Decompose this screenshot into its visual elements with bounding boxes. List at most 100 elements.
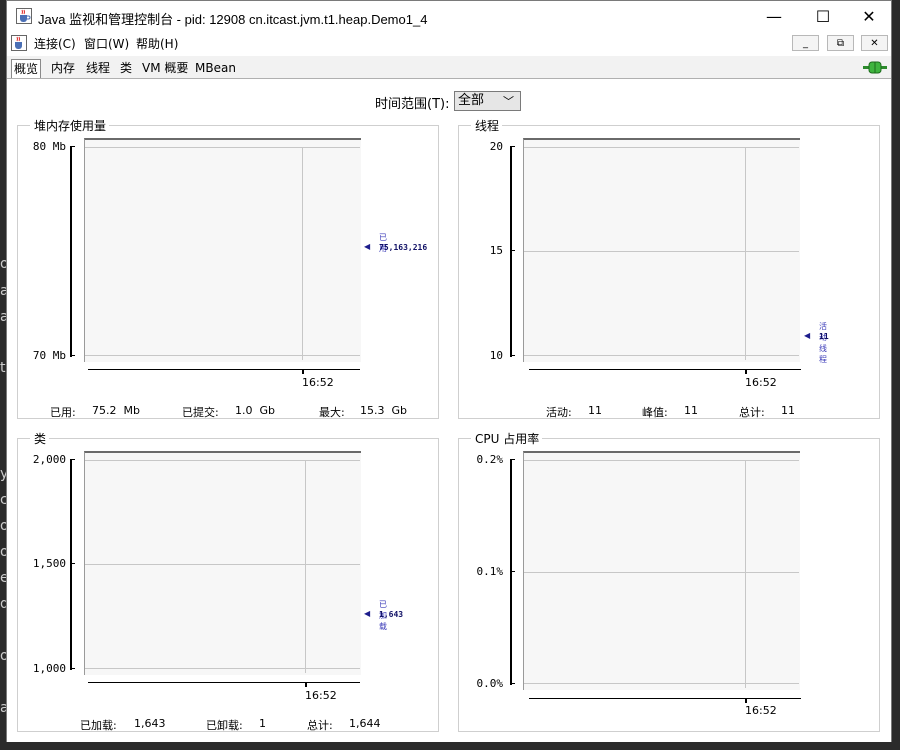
footer-value: 1: [259, 717, 266, 730]
y-tick-label: 10: [489, 349, 503, 362]
heap-memory-panel: 堆内存使用量 80 Mb 70 Mb 16:52 ◀ 已用 75,163,216…: [17, 117, 439, 419]
gridline: [85, 460, 360, 461]
tab-vm-summary[interactable]: VM 概要: [142, 61, 189, 75]
x-axis: [529, 369, 801, 370]
gridline: [85, 147, 360, 148]
menu-connection[interactable]: 连接(C): [34, 37, 76, 51]
inner-restore-button[interactable]: ⧉: [827, 35, 854, 51]
x-tick: [302, 369, 304, 374]
close-icon: ✕: [870, 37, 879, 49]
footer-label: 已卸载:: [206, 719, 243, 732]
inner-minimize-button[interactable]: _: [792, 35, 819, 51]
legend-value: 11: [819, 332, 829, 341]
bg-letter: y: [0, 466, 9, 482]
y-axis: [70, 146, 72, 357]
x-tick-label: 16:52: [745, 704, 777, 717]
x-axis: [529, 698, 801, 699]
y-tick-label: 20: [489, 140, 503, 153]
series-marker-icon: ◀: [364, 242, 371, 251]
gridline: [85, 355, 360, 356]
footer-label: 总计:: [739, 406, 765, 419]
window-title: Java 监视和管理控制台 - pid: 12908 cn.itcast.jvm…: [38, 12, 428, 27]
panel-title: 堆内存使用量: [30, 117, 110, 134]
x-tick-label: 16:52: [302, 376, 334, 389]
gridline: [302, 147, 303, 360]
footer-label: 已用:: [50, 406, 76, 419]
y-axis: [70, 459, 72, 670]
legend-name: 活动线程: [819, 322, 827, 364]
tab-bar: 概览 内存 线程 类 VM 概要 MBean: [7, 56, 891, 79]
y-tick-label: 0.0%: [476, 677, 504, 690]
footer-value: 11: [781, 404, 795, 417]
footer-value: 1.0 Gb: [235, 404, 275, 417]
series-marker-icon: ◀: [804, 331, 811, 340]
bg-letter: a: [0, 700, 9, 716]
bg-letter: a: [0, 309, 9, 325]
title-bar[interactable]: Java 监视和管理控制台 - pid: 12908 cn.itcast.jvm…: [7, 1, 891, 32]
maximize-button[interactable]: ☐: [800, 1, 846, 32]
panel-title: CPU 占用率: [471, 430, 543, 447]
gridline: [524, 683, 799, 684]
panel-title: 线程: [471, 117, 503, 134]
y-tick-label: 2,000: [32, 453, 66, 466]
overview-content: 时间范围(T): 全部 ﹀ 堆内存使用量 80 Mb 70 Mb 16:52 ◀: [7, 79, 891, 742]
y-tick: [510, 250, 515, 251]
y-tick: [70, 146, 75, 147]
bg-letter: d: [0, 596, 9, 612]
tab-overview[interactable]: 概览: [11, 59, 42, 78]
classes-panel: 类 2,000 1,500 1,000 16:52 ◀ 已加载 1,643: [17, 430, 439, 732]
java-cup-icon[interactable]: [11, 35, 27, 51]
time-range-select[interactable]: 全部 ﹀: [454, 91, 521, 111]
footer-value: 11: [684, 404, 698, 417]
y-axis: [510, 459, 512, 685]
x-tick: [745, 369, 747, 374]
y-tick: [70, 459, 75, 460]
x-tick-label: 16:52: [305, 689, 337, 702]
bg-letter: o: [0, 648, 9, 664]
gridline: [745, 460, 746, 688]
tab-memory[interactable]: 内存: [51, 61, 76, 75]
bg-letter: o: [0, 518, 9, 534]
connection-status-icon: [863, 61, 887, 74]
gridline: [524, 460, 799, 461]
menu-help[interactable]: 帮助(H): [136, 37, 179, 51]
time-range-value: 全部: [458, 93, 485, 108]
footer-label: 峰值:: [642, 406, 668, 419]
inner-close-button[interactable]: ✕: [861, 35, 888, 51]
y-tick-label: 1,000: [32, 662, 66, 675]
y-tick-label: 0.2%: [476, 453, 504, 466]
close-button[interactable]: ✕: [846, 1, 892, 32]
gridline: [305, 460, 306, 673]
x-tick-label: 16:52: [745, 376, 777, 389]
menu-window[interactable]: 窗口(W): [84, 37, 130, 51]
plot-area: [523, 138, 800, 362]
x-axis: [88, 369, 360, 370]
x-tick: [745, 698, 747, 703]
restore-icon: ⧉: [836, 37, 845, 49]
y-tick: [510, 355, 515, 356]
minimize-icon: _: [803, 37, 808, 49]
cpu-usage-panel: CPU 占用率 0.2% 0.1% 0.0% 16:52: [458, 430, 880, 732]
footer-label: 已提交:: [182, 406, 219, 419]
maximize-icon: ☐: [815, 7, 831, 26]
tab-mbean[interactable]: MBean: [195, 61, 236, 75]
footer-value: 1,644: [349, 717, 381, 730]
y-tick: [510, 571, 515, 572]
bg-letter: o: [0, 256, 9, 272]
series-marker-icon: ◀: [364, 609, 371, 618]
plot-area: [84, 451, 361, 675]
minimize-button[interactable]: —: [751, 1, 797, 32]
minimize-icon: —: [766, 7, 782, 26]
legend-value: 1,643: [379, 610, 404, 619]
legend-name: 已加载: [379, 600, 387, 631]
panel-title: 类: [30, 430, 50, 447]
y-tick: [510, 683, 515, 684]
tab-threads[interactable]: 线程: [86, 61, 111, 75]
bg-letter: e: [0, 570, 9, 586]
tab-classes[interactable]: 类: [120, 61, 133, 75]
gridline: [745, 147, 746, 360]
gridline: [85, 668, 360, 669]
bg-letter: o: [0, 544, 9, 560]
close-icon: ✕: [862, 7, 876, 26]
gridline: [524, 572, 799, 573]
